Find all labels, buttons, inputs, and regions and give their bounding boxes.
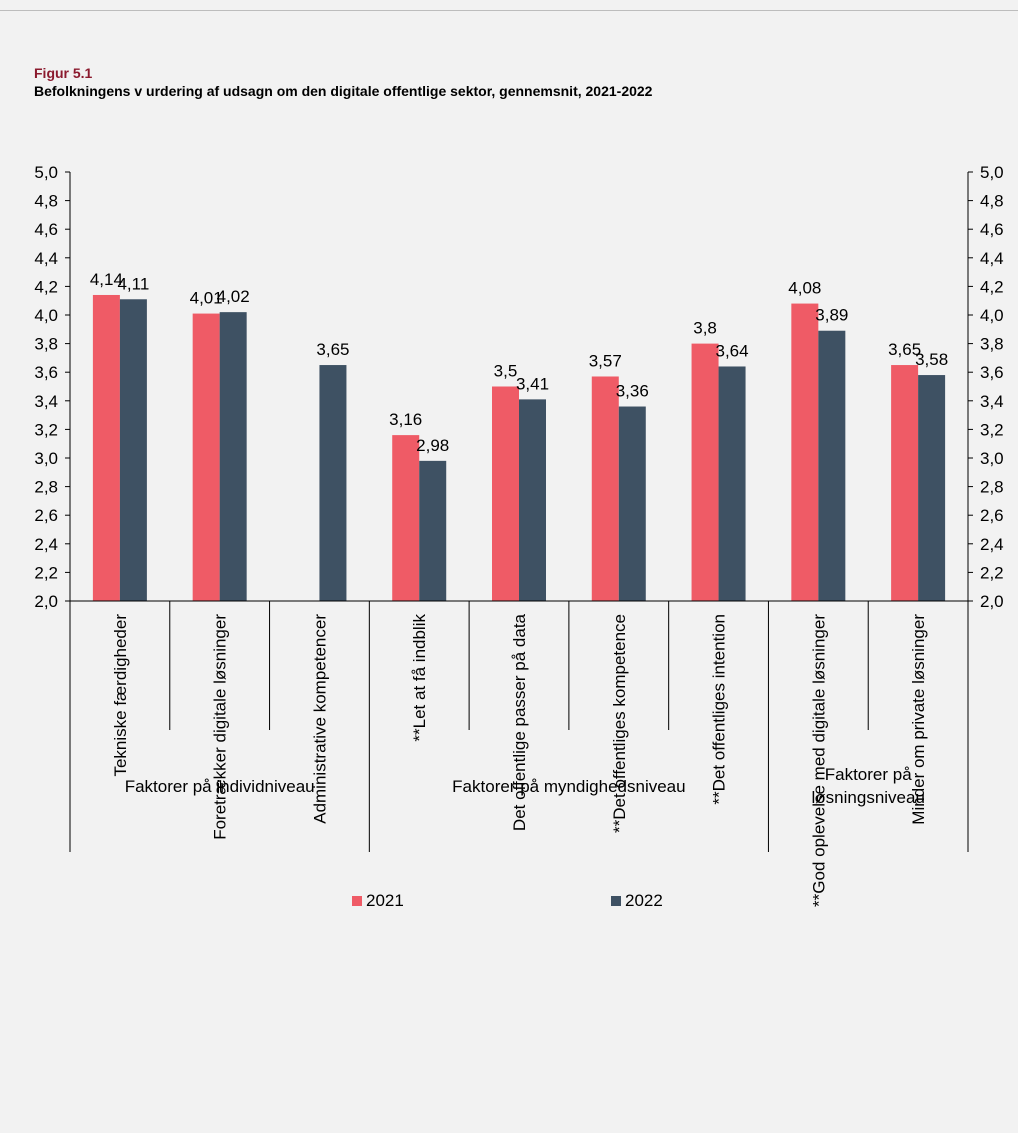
category-label-3: **Let at få indblik xyxy=(410,614,429,742)
data-label-2021-5: 3,57 xyxy=(589,351,622,370)
y-tick-label-left: 4,2 xyxy=(34,277,58,296)
bar-2022-7 xyxy=(818,330,846,601)
y-tick-label-left: 3,0 xyxy=(34,449,58,468)
bar-2021-7 xyxy=(791,303,819,601)
y-tick-label-right: 2,8 xyxy=(980,478,1004,497)
y-tick-label-left: 4,8 xyxy=(34,192,58,211)
bar-2022-4 xyxy=(519,399,546,601)
bar-2022-6 xyxy=(718,366,746,601)
bar-2021-3 xyxy=(392,435,420,601)
bar-2021-5 xyxy=(591,376,619,601)
bar-2021-0 xyxy=(92,294,120,601)
y-tick-label-left: 3,6 xyxy=(34,363,58,382)
legend-swatch-2022 xyxy=(611,896,621,906)
bar-2021-8 xyxy=(891,365,919,601)
data-label-2022-4: 3,41 xyxy=(516,374,549,393)
data-label-2021-6: 3,8 xyxy=(693,319,717,338)
data-label-2022-0: 4,11 xyxy=(117,274,149,293)
y-tick-label-right: 4,6 xyxy=(980,220,1004,239)
bar-2022-0 xyxy=(119,299,147,601)
y-tick-label-left: 4,6 xyxy=(34,220,58,239)
y-tick-label-left: 2,4 xyxy=(34,535,58,554)
y-tick-label-left: 3,8 xyxy=(34,335,58,354)
data-label-2022-7: 3,89 xyxy=(815,306,848,325)
y-tick-label-right: 2,2 xyxy=(980,563,1004,582)
bar-2021-6 xyxy=(691,343,719,601)
category-label-4: Det offentlige passer på data xyxy=(510,613,529,831)
bar-2022-3 xyxy=(419,460,447,601)
category-label-6: **Det offentliges intention xyxy=(710,614,729,805)
data-label-2022-3: 2,98 xyxy=(416,436,449,455)
data-label-2021-8: 3,65 xyxy=(888,340,921,359)
legend-swatch-2021 xyxy=(352,896,362,906)
data-label-2022-5: 3,36 xyxy=(616,382,649,401)
y-tick-label-right: 4,4 xyxy=(980,249,1004,268)
category-label-7: **God oplevelse med digitale løsninger xyxy=(809,614,828,907)
group-label-2: Faktorer på xyxy=(825,765,912,784)
data-label-2022-1: 4,02 xyxy=(217,287,250,306)
legend-label-2022: 2022 xyxy=(625,891,663,910)
y-tick-label-left: 2,8 xyxy=(34,478,58,497)
bar-2022-2 xyxy=(319,365,347,601)
y-tick-label-right: 3,2 xyxy=(980,420,1004,439)
data-label-2022-2: 3,65 xyxy=(316,340,349,359)
y-tick-label-right: 2,4 xyxy=(980,535,1004,554)
category-label-5: **Det offentliges kompetence xyxy=(610,614,629,833)
bar-2021-4 xyxy=(492,386,519,601)
category-label-8: Minder om private løsninger xyxy=(909,614,928,825)
data-label-2021-7: 4,08 xyxy=(788,279,821,298)
data-label-2022-6: 3,64 xyxy=(716,341,749,360)
y-tick-label-right: 3,0 xyxy=(980,449,1004,468)
category-label-0: Tekniske færdigheder xyxy=(111,614,130,777)
y-tick-label-left: 3,4 xyxy=(34,392,58,411)
data-label-2021-1: 4,01 xyxy=(190,289,223,308)
y-tick-label-left: 2,2 xyxy=(34,563,58,582)
y-tick-label-left: 4,0 xyxy=(34,306,58,325)
legend-label-2021: 2021 xyxy=(366,891,404,910)
y-tick-label-left: 3,2 xyxy=(34,420,58,439)
bar-2021-1 xyxy=(192,313,220,601)
y-tick-label-left: 2,6 xyxy=(34,506,58,525)
y-tick-label-right: 3,8 xyxy=(980,335,1004,354)
top-divider xyxy=(0,10,1018,11)
figure-title: Befolkningens v urdering af udsagn om de… xyxy=(34,83,653,99)
y-tick-label-right: 3,4 xyxy=(980,392,1004,411)
y-tick-label-right: 4,0 xyxy=(980,306,1004,325)
y-tick-label-left: 2,0 xyxy=(34,592,58,611)
group-label-2: løsningsniveau xyxy=(812,788,925,807)
data-label-2021-4: 3,5 xyxy=(494,362,518,381)
figure-label: Figur 5.1 xyxy=(34,65,93,81)
y-tick-label-left: 4,4 xyxy=(34,249,58,268)
y-tick-label-right: 3,6 xyxy=(980,363,1004,382)
category-label-2: Administrative kompetencer xyxy=(310,614,329,824)
bar-2022-5 xyxy=(618,406,646,601)
y-tick-label-right: 4,2 xyxy=(980,277,1004,296)
y-tick-label-right: 4,8 xyxy=(980,192,1004,211)
y-tick-label-right: 2,0 xyxy=(980,592,1004,611)
y-tick-label-right: 2,6 xyxy=(980,506,1004,525)
data-label-2022-8: 3,58 xyxy=(915,350,948,369)
y-tick-label-right: 5,0 xyxy=(980,163,1004,182)
y-tick-label-left: 5,0 xyxy=(34,163,58,182)
category-label-1: Foretrækker digitale løsninger xyxy=(211,614,230,840)
bar-2022-8 xyxy=(918,375,946,601)
group-label-0: Faktorer på individniveau xyxy=(125,777,315,796)
data-label-2021-3: 3,16 xyxy=(389,410,422,429)
group-label-1: Faktorer på myndighedsniveau xyxy=(452,777,685,796)
data-label-2021-0: 4,14 xyxy=(90,270,123,289)
bar-2022-1 xyxy=(219,312,247,601)
